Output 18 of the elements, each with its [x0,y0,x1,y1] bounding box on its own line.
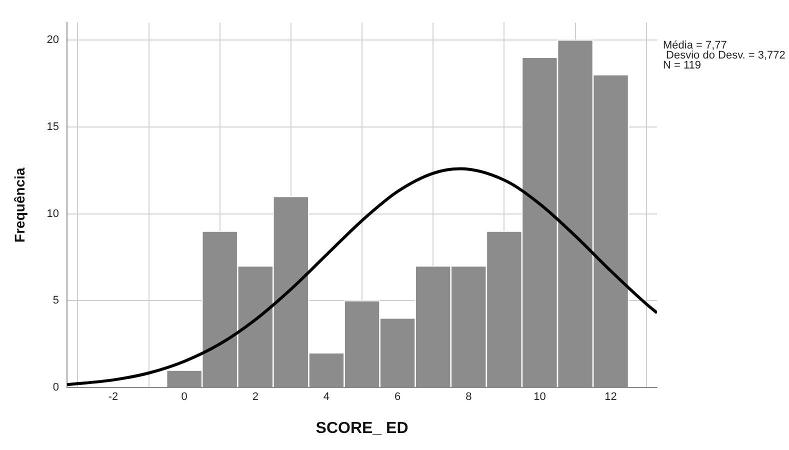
text: Média = 7,77 [663,40,727,52]
y-tick-label: 5 [52,294,60,307]
y-tick-label: 15 [46,120,60,133]
x-tick-label: 8 [466,391,472,404]
y-tick-label: 10 [46,208,60,220]
text: N = 119 [663,60,702,72]
x-tick-label: 0 [181,391,188,404]
y-tick-label: 0 [52,382,60,394]
x-axis-title: SCORE_ ED [316,420,408,437]
x-tick-label: 6 [394,391,401,404]
x-tick-label: 4 [323,391,330,404]
y-axis-title: Frequência [11,168,28,242]
x-tick-label: 10 [534,391,546,404]
y-tick-label: 20 [46,34,60,46]
x-tick-label: -2 [108,391,118,404]
x-tick-label: 2 [252,391,258,404]
text: Desvio do Desv. = 3,772 [663,50,786,62]
x-tick-label: 12 [604,391,617,404]
